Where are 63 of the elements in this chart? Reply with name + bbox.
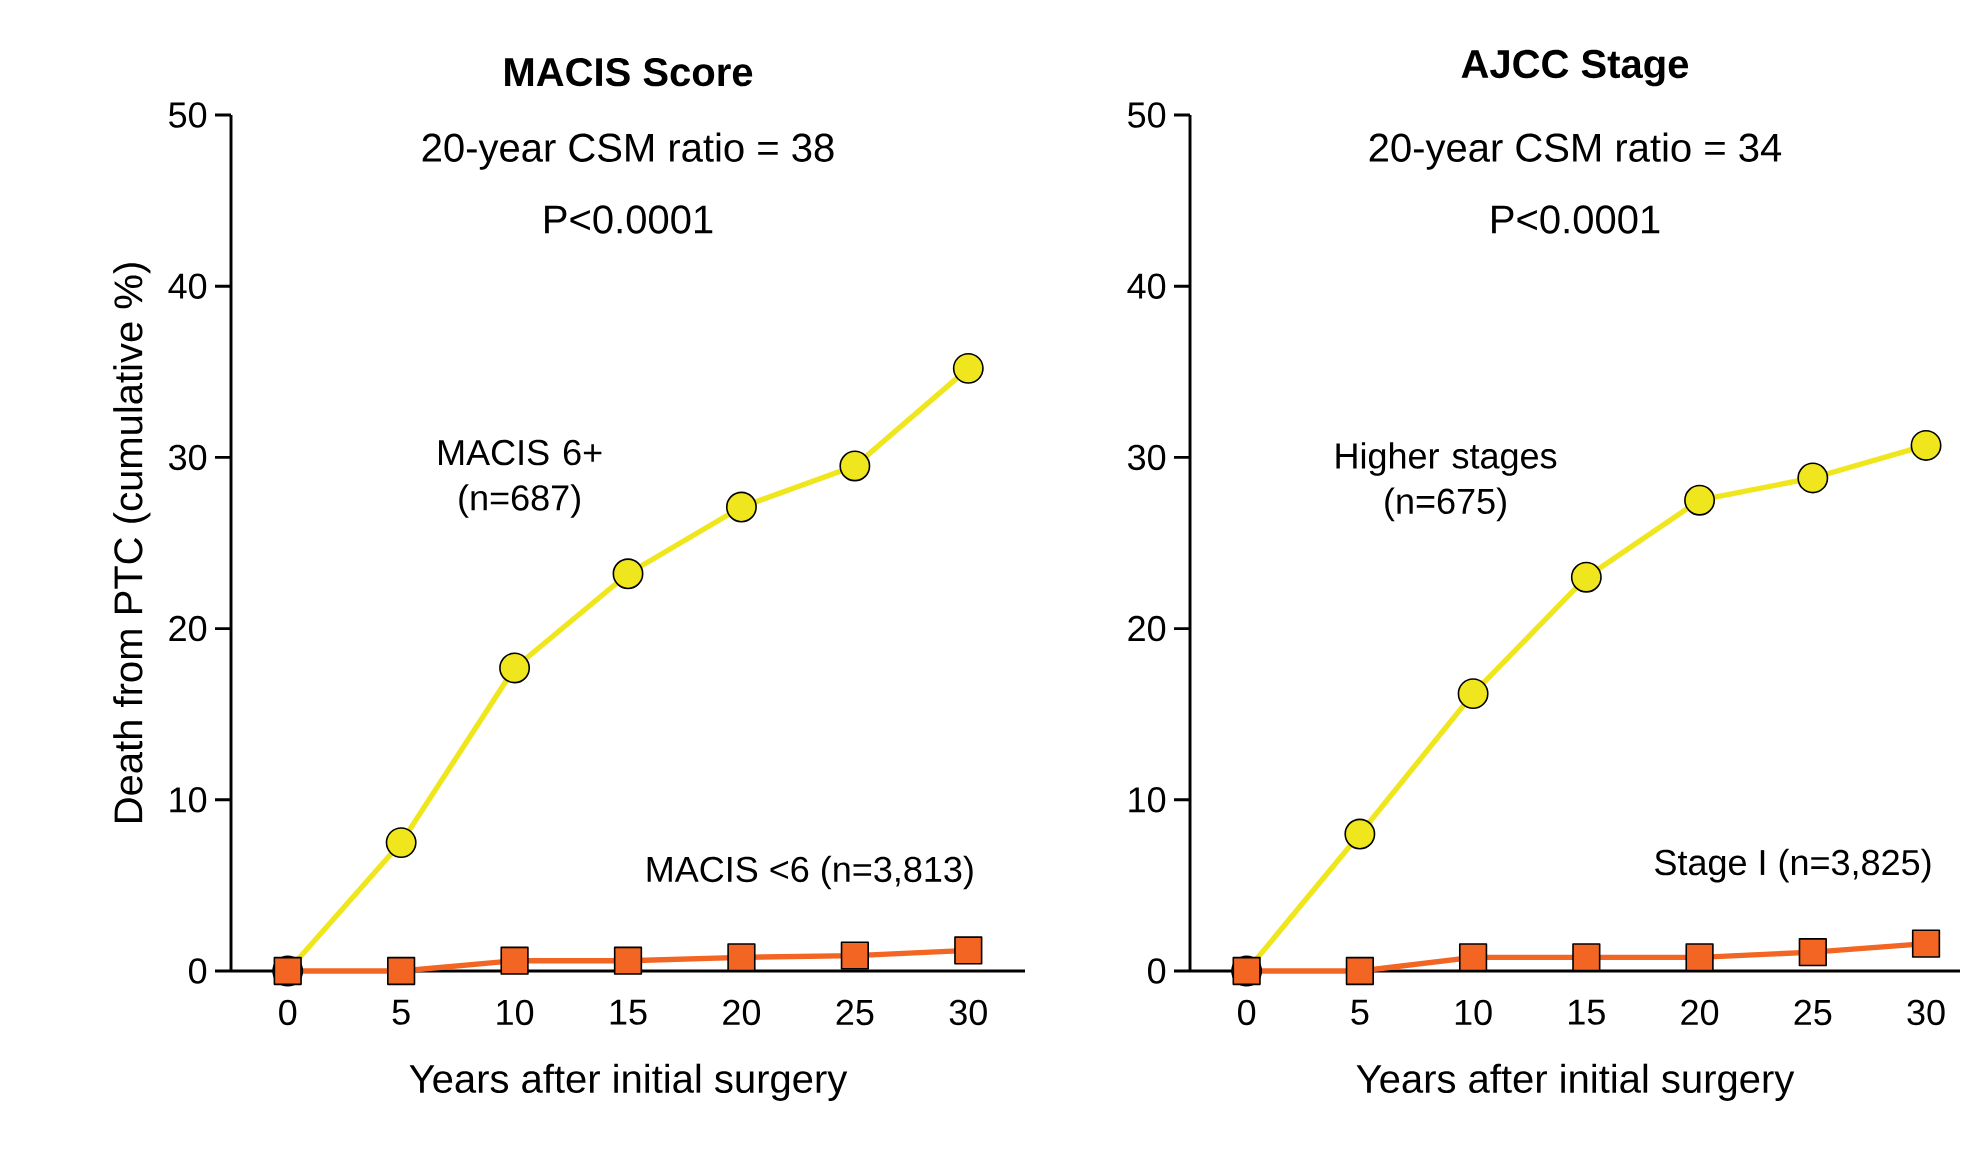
x-tick-label: 25 xyxy=(1794,999,1832,1026)
x-tick-label: 0 xyxy=(1238,999,1256,1026)
point xyxy=(727,943,756,972)
point xyxy=(1344,818,1376,850)
chart-title: AJCC Stage xyxy=(1461,49,1689,87)
x-tick-label: 30 xyxy=(949,999,987,1026)
y-tick-label: 50 xyxy=(169,102,207,128)
x-tick-label: 20 xyxy=(723,999,761,1026)
x-tick-label: 5 xyxy=(1351,999,1369,1025)
point xyxy=(952,352,984,384)
x-tick-label: 0 xyxy=(279,999,297,1026)
x-axis-title: Years after initial surgery xyxy=(409,1063,848,1101)
point xyxy=(1345,956,1374,986)
y-tick-label: 20 xyxy=(169,615,207,642)
y-tick-label: 30 xyxy=(1127,444,1166,471)
point xyxy=(500,946,529,975)
point xyxy=(1570,561,1602,593)
series-label: Stage I (n=3,825) xyxy=(1655,848,1931,883)
x-tick-label: 20 xyxy=(1681,999,1719,1026)
point xyxy=(613,946,643,975)
point xyxy=(387,956,416,986)
x-axis-title: Years after initial surgery xyxy=(1356,1063,1795,1101)
x-tick-label: 10 xyxy=(497,999,534,1026)
y-tick-label: 40 xyxy=(168,273,207,299)
point xyxy=(1457,678,1489,710)
x-tick-label: 15 xyxy=(610,999,647,1025)
annotation: P<0.0001 xyxy=(1492,205,1660,234)
y-tick-label: 10 xyxy=(170,787,207,813)
annotation: 20-year CSM ratio = 38 xyxy=(422,132,834,170)
y-tick-label: 40 xyxy=(1127,273,1166,299)
point xyxy=(499,652,531,684)
x-tick-label: 5 xyxy=(392,999,410,1025)
chart-title: MACIS Score xyxy=(505,57,753,87)
y-tick-label: 30 xyxy=(168,444,207,471)
point xyxy=(1798,938,1827,967)
point xyxy=(1684,484,1716,516)
x-tick-label: 30 xyxy=(1907,999,1945,1026)
y-tick-label: 10 xyxy=(1129,787,1166,813)
point xyxy=(1458,943,1488,972)
point xyxy=(1685,943,1714,972)
y-tick-label: 0 xyxy=(1148,958,1166,984)
y-axis-title: Death from PTC (cumulative %) xyxy=(113,263,151,823)
point xyxy=(1910,429,1942,461)
y-tick-label: 50 xyxy=(1128,102,1166,128)
point xyxy=(840,941,869,970)
y-tick-label: 20 xyxy=(1128,615,1166,642)
point xyxy=(1797,462,1829,494)
point xyxy=(725,491,757,523)
point xyxy=(839,450,871,482)
x-tick-label: 15 xyxy=(1569,999,1605,1025)
series-label: MACIS 6+ (n=687) xyxy=(439,439,602,518)
x-tick-label: 25 xyxy=(836,999,874,1026)
point xyxy=(954,936,983,965)
point xyxy=(1911,929,1941,958)
annotation: 20-year CSM ratio = 34 xyxy=(1369,132,1782,170)
y-tick-label: 0 xyxy=(189,958,207,984)
x-tick-label: 10 xyxy=(1455,999,1492,1026)
annotation: P<0.0001 xyxy=(545,205,713,234)
point xyxy=(1572,943,1601,972)
series-label: MACIS <6 (n=3,813) xyxy=(647,855,973,890)
point xyxy=(612,558,644,590)
point xyxy=(385,827,417,859)
series-label: Higher stages (n=675) xyxy=(1336,442,1557,522)
